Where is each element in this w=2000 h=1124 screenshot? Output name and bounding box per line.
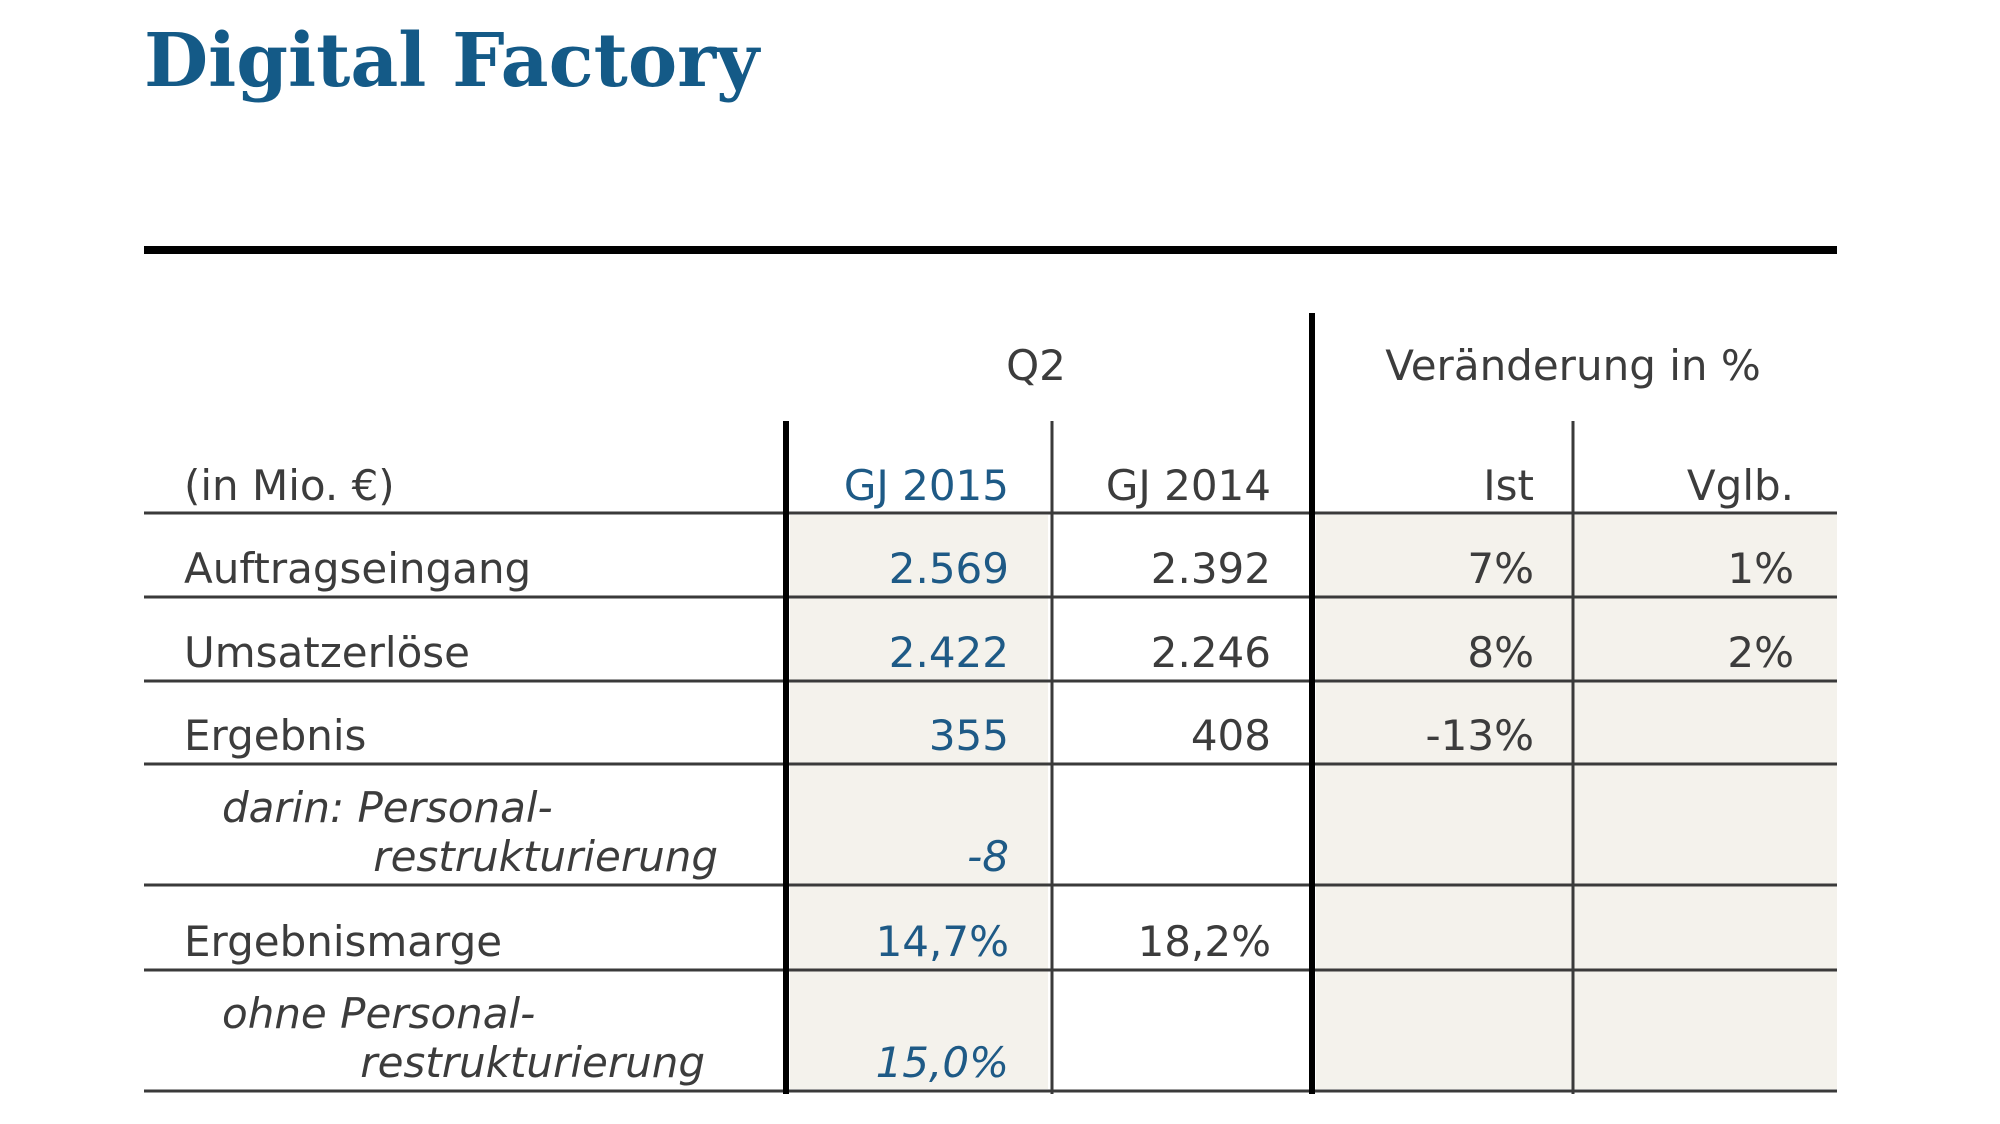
column-header: Vglb.	[1687, 461, 1794, 510]
shade-col	[1316, 515, 1837, 1089]
cell: 2.392	[1151, 544, 1271, 593]
cell: 408	[1191, 711, 1271, 760]
row-label: Ergebnis	[184, 711, 366, 760]
cell: 7%	[1467, 544, 1534, 593]
cell: 2.246	[1151, 628, 1271, 677]
unit-label: (in Mio. €)	[184, 461, 395, 510]
cell: 14,7%	[876, 917, 1009, 966]
row-label: ohne Personal-	[222, 989, 535, 1038]
cell: 1%	[1727, 544, 1794, 593]
cell: 355	[929, 711, 1009, 760]
cell: -13%	[1425, 711, 1534, 760]
cell: 15,0%	[876, 1038, 1009, 1087]
cell: 2.569	[889, 544, 1009, 593]
cell: -8	[967, 832, 1009, 881]
shading	[790, 515, 1837, 1089]
row-label: darin: Personal-	[222, 783, 553, 832]
column-header: Ist	[1483, 461, 1534, 510]
column-header: GJ 2014	[1106, 461, 1271, 510]
row-label: Ergebnismarge	[184, 917, 502, 966]
cell: 8%	[1467, 628, 1534, 677]
cell: 2%	[1727, 628, 1794, 677]
shade-col	[790, 515, 1048, 1089]
group-header: Veränderung in %	[1385, 341, 1761, 390]
column-header: GJ 2015	[844, 461, 1009, 510]
cell: 2.422	[889, 628, 1009, 677]
title: Digital Factory	[144, 18, 761, 104]
group-header: Q2	[1006, 341, 1066, 390]
row-label: Umsatzerlöse	[184, 628, 470, 677]
row-label: restrukturierung	[373, 832, 718, 881]
row-label: restrukturierung	[360, 1038, 705, 1087]
row-label: Auftragseingang	[184, 544, 531, 593]
cell: 18,2%	[1138, 917, 1271, 966]
